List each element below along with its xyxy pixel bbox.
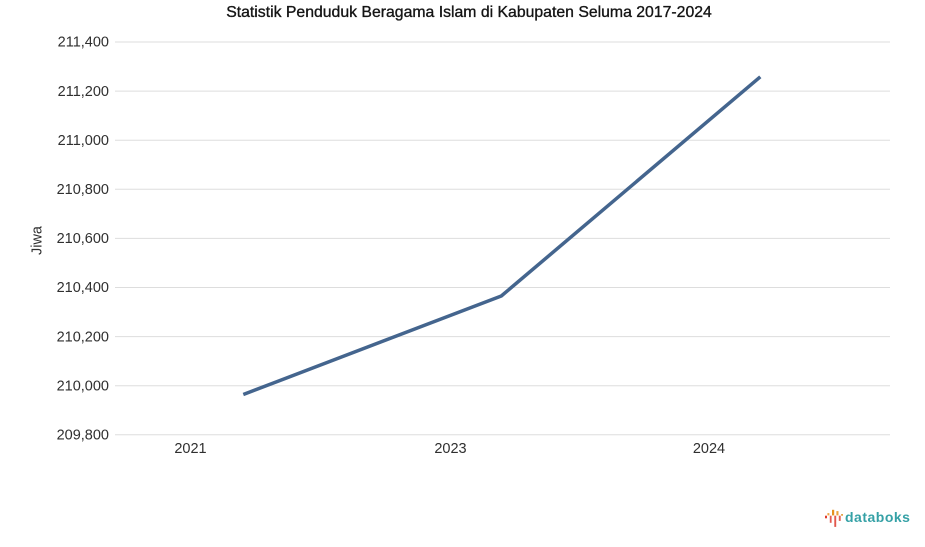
svg-text:databoks: databoks xyxy=(845,509,910,525)
svg-text:Statistik Penduduk Beragama Is: Statistik Penduduk Beragama Islam di Kab… xyxy=(226,4,712,21)
svg-text:211,000: 211,000 xyxy=(58,133,109,149)
svg-text:2023: 2023 xyxy=(434,441,466,457)
svg-text:Jiwa: Jiwa xyxy=(30,225,46,255)
svg-text:2024: 2024 xyxy=(693,441,725,457)
svg-text:210,600: 210,600 xyxy=(57,231,109,247)
svg-text:2021: 2021 xyxy=(174,441,206,457)
svg-text:210,800: 210,800 xyxy=(57,182,109,198)
svg-text:210,200: 210,200 xyxy=(57,329,109,345)
svg-text:211,200: 211,200 xyxy=(58,84,109,100)
svg-text:211,400: 211,400 xyxy=(58,35,109,51)
svg-text:210,000: 210,000 xyxy=(57,378,109,394)
svg-text:209,800: 209,800 xyxy=(57,428,109,444)
svg-text:210,400: 210,400 xyxy=(57,280,109,296)
